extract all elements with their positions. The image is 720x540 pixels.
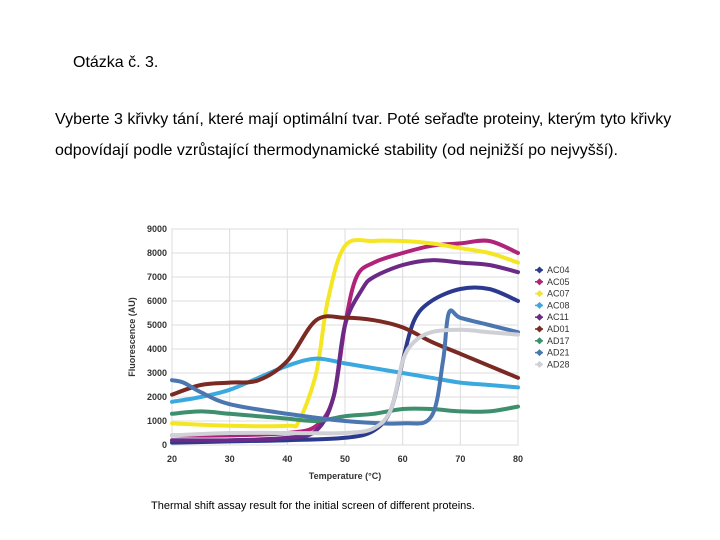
legend-marker-ad17 bbox=[535, 337, 544, 345]
legend-marker-ac07 bbox=[535, 290, 544, 298]
x-tick-label: 20 bbox=[167, 454, 177, 464]
legend-marker-ac04 bbox=[535, 266, 544, 274]
y-tick-label: 5000 bbox=[147, 320, 167, 330]
question-text: Vyberte 3 křivky tání, které mají optimá… bbox=[55, 111, 672, 159]
series-line-ac11 bbox=[170, 258, 520, 443]
legend-label-ad01: AD01 bbox=[547, 324, 570, 334]
y-tick-label: 2000 bbox=[147, 392, 167, 402]
y-tick-label: 4000 bbox=[147, 344, 167, 354]
x-axis-label: Temperature (°C) bbox=[309, 471, 381, 481]
series-line-ac08 bbox=[170, 356, 520, 404]
legend-label-ac05: AC05 bbox=[547, 277, 570, 287]
melting-curve-chart: 0 1000 2000 3000 4000 5000 6000 7000 8000 9000 20… bbox=[120, 218, 580, 493]
legend-marker-ad28 bbox=[535, 360, 544, 368]
series-lines bbox=[170, 237, 520, 445]
series-line-ad21 bbox=[170, 308, 520, 426]
chart-svg: 0 1000 2000 3000 4000 5000 6000 7000 8000 9000 20… bbox=[127, 224, 570, 481]
series-line-ad28 bbox=[170, 327, 520, 438]
x-tick-label: 40 bbox=[282, 454, 292, 464]
y-tick-label: 8000 bbox=[147, 248, 167, 258]
grid bbox=[171, 228, 519, 446]
legend-label-ad21: AD21 bbox=[547, 348, 570, 358]
x-tick-label: 30 bbox=[225, 454, 235, 464]
legend-label-ac07: AC07 bbox=[547, 289, 570, 299]
x-tick-label: 60 bbox=[398, 454, 408, 464]
legend-label-ad28: AD28 bbox=[547, 359, 570, 369]
y-tick-labels: 0 1000 2000 3000 4000 5000 6000 7000 8000 9000 bbox=[147, 224, 167, 450]
legend-label-ac08: AC08 bbox=[547, 300, 570, 310]
legend-label-ac04: AC04 bbox=[547, 265, 570, 275]
x-tick-label: 50 bbox=[340, 454, 350, 464]
series-line-ad17 bbox=[170, 404, 520, 424]
legend-marker-ad21 bbox=[535, 349, 544, 357]
y-tick-label: 7000 bbox=[147, 272, 167, 282]
y-tick-label: 1000 bbox=[147, 416, 167, 426]
x-tick-label: 80 bbox=[513, 454, 523, 464]
legend-marker-ac05 bbox=[535, 278, 544, 286]
series-line-ad01 bbox=[170, 314, 520, 397]
y-tick-label: 3000 bbox=[147, 368, 167, 378]
question-title: Otázka č. 3. bbox=[73, 54, 159, 71]
y-tick-label: 6000 bbox=[147, 296, 167, 306]
x-tick-labels: 20 30 40 50 60 70 80 bbox=[167, 454, 523, 464]
y-tick-label: 0 bbox=[162, 440, 167, 450]
legend-marker-ad01 bbox=[535, 325, 544, 333]
legend-label-ac11: AC11 bbox=[547, 312, 569, 322]
series-line-ac07 bbox=[170, 237, 520, 429]
x-tick-label: 70 bbox=[455, 454, 465, 464]
chart-caption: Thermal shift assay result for the initi… bbox=[151, 500, 475, 512]
y-axis-label: Fluorescence (AU) bbox=[127, 297, 137, 377]
legend-marker-ac08 bbox=[535, 301, 544, 309]
y-tick-label: 9000 bbox=[147, 224, 167, 234]
legend-marker-ac11 bbox=[535, 313, 544, 321]
legend-label-ad17: AD17 bbox=[547, 336, 570, 346]
